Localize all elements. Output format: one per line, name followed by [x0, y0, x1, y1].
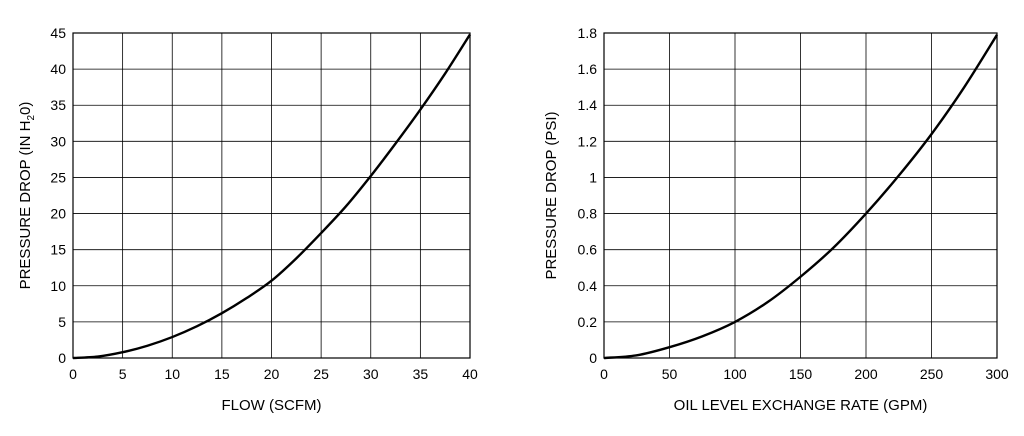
- y-axis-label-main: PRESSURE DROP (IN H: [17, 120, 34, 289]
- chart-flow-pressure-drop: 0 5 10 15 20 25 30 35 40 0 5 10 15 20 25 30 35 40 45 FLOW (…: [17, 25, 478, 414]
- x-tick-label: 10: [164, 366, 180, 382]
- x-tick-label: 40: [462, 366, 478, 382]
- y-tick-label: 1: [589, 169, 597, 185]
- y-tick-label: 0.6: [578, 242, 598, 258]
- x-tick-label: 20: [264, 366, 280, 382]
- y-tick-label: 1.2: [578, 133, 598, 149]
- x-tick-label: 0: [600, 366, 608, 382]
- x-tick-label: 5: [119, 366, 127, 382]
- y-axis-label: PRESSURE DROP (PSI): [543, 111, 560, 279]
- y-tick-label: 1.6: [578, 61, 598, 77]
- y-tick-label: 1.8: [578, 25, 598, 41]
- y-axis-label-end: 0): [17, 102, 34, 115]
- y-tick-label: 45: [50, 25, 66, 41]
- x-tick-label: 30: [363, 366, 379, 382]
- y-tick-label: 10: [50, 278, 66, 294]
- plot-frame: [603, 32, 998, 359]
- y-tick-label: 0.8: [578, 206, 598, 222]
- series-line: [603, 34, 999, 360]
- y-tick-label: 40: [50, 61, 66, 77]
- y-tick-label: 15: [50, 242, 66, 258]
- y-tick-label: 0: [589, 350, 597, 366]
- plot-frame: [72, 32, 471, 359]
- y-tick-label: 0: [58, 350, 66, 366]
- x-tick-label: 150: [789, 366, 813, 382]
- y-axis-label: PRESSURE DROP (IN H20): [17, 102, 37, 290]
- y-axis-label-main: PRESSURE DROP (PSI): [543, 111, 560, 279]
- x-tick-label: 25: [313, 366, 329, 382]
- y-tick-label: 0.2: [578, 314, 598, 330]
- x-axis-label: FLOW (SCFM): [222, 397, 322, 414]
- x-tick-label: 250: [920, 366, 944, 382]
- y-tick-label: 1.4: [578, 97, 598, 113]
- y-tick-label: 30: [50, 133, 66, 149]
- chart-oil-exchange-pressure-drop: 0 50 100 150 200 250 300 0 0.2 0.4 0.6 0.8 1 1.2 1.4 1.…: [543, 25, 1009, 414]
- x-tick-label: 100: [723, 366, 747, 382]
- x-tick-label: 0: [69, 366, 77, 382]
- x-tick-label: 200: [854, 366, 878, 382]
- y-axis-label-subscript: 2: [26, 114, 37, 120]
- x-tick-label: 300: [985, 366, 1009, 382]
- y-tick-label: 20: [50, 206, 66, 222]
- y-tick-label: 25: [50, 169, 66, 185]
- x-tick-label: 50: [662, 366, 678, 382]
- x-tick-label: 15: [214, 366, 230, 382]
- x-tick-label: 35: [413, 366, 429, 382]
- y-tick-label: 0.4: [578, 278, 598, 294]
- series-line: [72, 33, 472, 360]
- x-axis-label: OIL LEVEL EXCHANGE RATE (GPM): [674, 397, 928, 414]
- y-tick-label: 35: [50, 97, 66, 113]
- y-tick-label: 5: [58, 314, 66, 330]
